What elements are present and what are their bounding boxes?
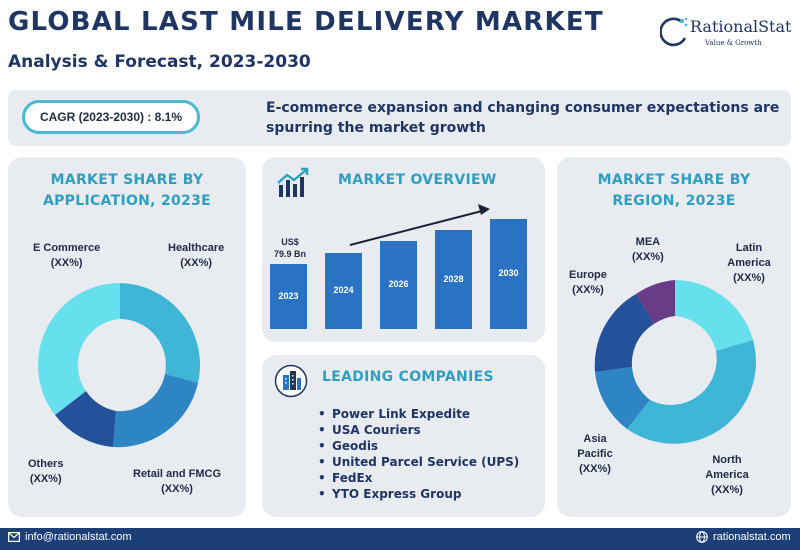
overview-bar-2028: 2028 [435,230,472,329]
label-north-america: North America (XX%) [705,454,749,496]
donut-segment-retail-fmcg [113,374,198,448]
region-share-card: MARKET SHARE BY REGION, 2023E MEA (XX%) … [557,157,791,517]
market-overview-card: MARKET OVERVIEW US$ 79.9 Bn 2023 2024 2026… [262,157,545,342]
overview-bar-2026: 2026 [380,241,417,329]
donut-segment-asia-pacific [595,367,650,429]
companies-list: • Power Link Expedite • USA Couriers • Geod… [318,406,519,502]
region-donut-segments [594,280,756,444]
label-mea: MEA (XX%) [632,236,664,263]
overview-bar-year-label: 2024 [333,285,354,295]
application-donut-segments [37,283,201,448]
banner-headline: E-commerce expansion and changing consum… [266,100,780,136]
label-others: Others (XX%) [28,458,64,485]
growth-chart-icon [277,167,309,197]
page-subtitle: Analysis & Forecast, 2023-2030 [8,52,311,72]
application-donut-chart [37,283,201,448]
cagr-banner: CAGR (2023-2030) : 8.1% E-commerce expan… [8,90,791,146]
list-item: • FedEx [318,471,373,485]
overview-bar-2023: 2023 [270,264,307,329]
cagr-badge: CAGR (2023-2030) : 8.1% [22,100,200,134]
donut-segment-europe [594,294,654,372]
label-europe: Europe (XX%) [569,269,607,296]
footer-email[interactable]: info@rationalstat.com [8,531,132,543]
application-share-card: MARKET SHARE BY APPLICATION, 2023E E Com… [8,157,246,517]
overview-value-label: US$ 79.9 Bn [274,237,307,259]
donut-segment-healthcare [120,283,201,383]
donut-segment-latin-america [675,280,753,351]
label-ecommerce: E Commerce (XX%) [33,242,101,269]
list-item: • United Parcel Service (UPS) [318,455,520,469]
donut-segment-north-america [627,340,756,444]
buildings-icon [274,364,308,398]
list-item: • Geodis [318,439,379,453]
list-item: • USA Couriers [318,423,421,437]
logo-mark-icon [660,17,688,47]
logo-tagline: Value & Growth [705,39,762,47]
brand-logo: RationalStat Value & Growth [660,14,792,54]
companies-card-title: LEADING COMPANIES [322,369,494,385]
page-title: GLOBAL LAST MILE DELIVERY MARKET [8,7,604,37]
label-latin-america: Latin America (XX%) [727,242,771,284]
email-icon [8,532,20,542]
application-card-title: MARKET SHARE BY APPLICATION, 2023E [42,172,211,209]
globe-icon [696,531,708,543]
region-card-title: MARKET SHARE BY REGION, 2023E [597,172,751,209]
label-asia-pacific: Asia Pacific (XX%) [577,433,613,475]
donut-segment-mea [636,280,675,324]
overview-bar-2024: 2024 [325,253,362,329]
overview-bar-2030: 2030 [490,219,527,329]
region-donut-chart [594,280,756,444]
footer-bar: info@rationalstat.com rationalstat.com [0,528,800,550]
label-retail-fmcg: Retail and FMCG (XX%) [133,468,222,495]
list-item: • YTO Express Group [318,487,462,501]
footer-website[interactable]: rationalstat.com [696,531,791,543]
donut-segment-others [55,391,116,447]
list-item: • Power Link Expedite [318,407,471,421]
overview-bar-year-label: 2030 [498,268,519,278]
overview-bar-year-label: 2023 [278,290,299,301]
leading-companies-card: LEADING COMPANIES [262,355,545,517]
overview-bar-year-label: 2028 [443,273,464,284]
overview-card-title: MARKET OVERVIEW [338,172,497,188]
label-healthcare: Healthcare (XX%) [168,242,225,269]
overview-bar-year-label: 2026 [388,279,409,289]
donut-segment-ecommerce [37,283,120,415]
logo-name: RationalStat [690,17,792,36]
